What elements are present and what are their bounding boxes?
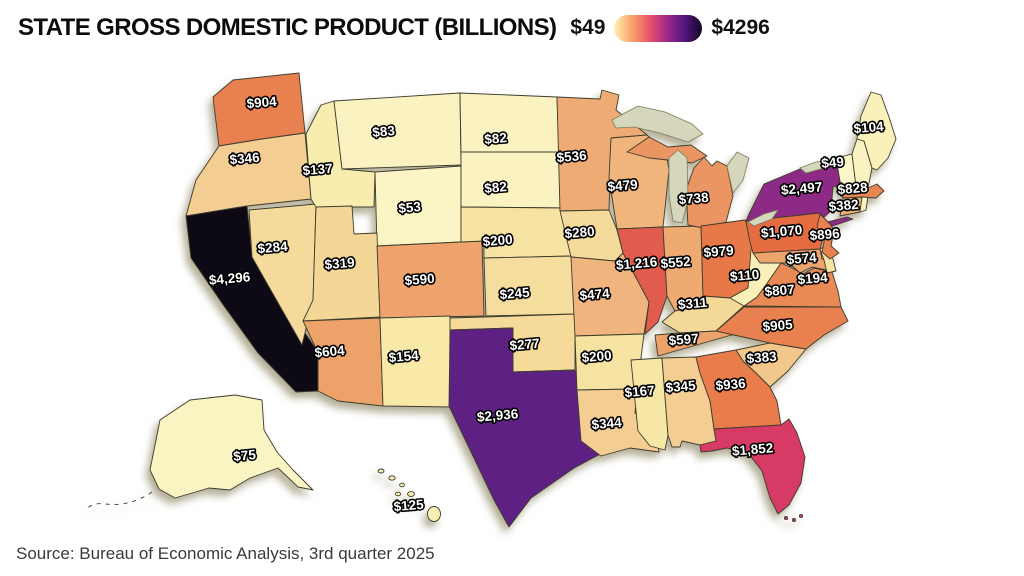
value-label-wv: $110 xyxy=(729,267,759,284)
value-label-md: $574 xyxy=(786,250,818,268)
value-label-wi: $479 xyxy=(607,177,638,195)
header: STATE GROSS DOMESTIC PRODUCT (BILLIONS) … xyxy=(18,14,770,42)
state-or xyxy=(185,132,312,217)
state-ca xyxy=(185,205,319,393)
state-hi xyxy=(377,468,441,522)
legend-max-label: $4296 xyxy=(711,16,770,39)
value-label-az: $604 xyxy=(314,343,346,361)
state-nj xyxy=(816,213,840,260)
value-label-la: $344 xyxy=(591,415,623,433)
value-label-wa: $904 xyxy=(246,94,278,112)
value-label-nm: $154 xyxy=(388,348,420,366)
value-label-in: $552 xyxy=(660,254,691,272)
state-nd xyxy=(459,92,560,153)
value-label-al: $345 xyxy=(665,378,697,396)
value-label-mo: $474 xyxy=(579,286,611,304)
state-tx xyxy=(448,327,605,528)
value-label-or: $346 xyxy=(229,150,261,168)
states-layer xyxy=(85,72,897,528)
value-label-ia: $280 xyxy=(564,224,595,242)
state-me xyxy=(856,91,897,171)
value-label-oh: $979 xyxy=(703,243,734,261)
value-label-sc: $383 xyxy=(746,349,778,367)
state-ak xyxy=(149,394,314,499)
lake-erie xyxy=(747,209,779,227)
value-label-tn: $597 xyxy=(668,331,699,349)
value-label-ky: $311 xyxy=(677,295,708,313)
value-label-ut: $319 xyxy=(324,255,355,273)
value-label-ak: $75 xyxy=(233,447,257,464)
alaska-aleutian-islands xyxy=(85,491,153,510)
state-md xyxy=(752,248,834,274)
value-label-de: $194 xyxy=(797,270,829,288)
value-label-ms: $167 xyxy=(624,383,655,401)
value-label-ma: $828 xyxy=(837,180,869,198)
value-label-il: $1,216 xyxy=(615,254,658,273)
value-label-va: $807 xyxy=(764,282,795,300)
state-mi xyxy=(626,136,734,229)
value-label-sd: $82 xyxy=(484,179,508,196)
value-label-ga: $936 xyxy=(715,376,747,394)
value-label-ok: $277 xyxy=(509,336,540,354)
color-legend: $49 $4296 xyxy=(570,14,770,42)
value-label-wy: $53 xyxy=(398,199,422,216)
value-label-ny: $2,497 xyxy=(780,179,822,198)
value-label-me: $104 xyxy=(853,119,885,137)
page-title: STATE GROSS DOMESTIC PRODUCT (BILLIONS) xyxy=(18,14,557,41)
value-label-ne: $200 xyxy=(482,232,513,250)
value-label-nj: $896 xyxy=(809,226,841,244)
value-label-nd: $82 xyxy=(484,130,508,147)
value-label-co: $590 xyxy=(404,271,435,289)
lake-superior xyxy=(611,105,704,143)
value-label-id: $137 xyxy=(302,161,333,179)
state-mt xyxy=(333,92,462,170)
value-label-nv: $284 xyxy=(257,239,289,257)
value-label-mi: $738 xyxy=(678,190,710,208)
legend-min-label: $49 xyxy=(570,16,606,39)
value-label-ks: $245 xyxy=(499,285,531,303)
lake-huron xyxy=(726,151,750,194)
value-label-ar: $200 xyxy=(581,348,612,366)
value-label-hi: $125 xyxy=(393,497,425,515)
state-nc xyxy=(715,306,849,350)
value-label-pa: $1,070 xyxy=(760,222,802,241)
value-label-vt: $49 xyxy=(821,154,845,171)
great-lakes xyxy=(611,105,829,227)
value-label-ct: $382 xyxy=(828,197,859,215)
state-co xyxy=(376,240,485,319)
value-label-nc: $905 xyxy=(762,317,794,335)
value-labels-layer: $904 $346 $4,296 $137 $284 $83 $53 $319 $604 $590… xyxy=(207,92,887,516)
lake-michigan xyxy=(668,149,689,224)
source-text: Source: Bureau of Economic Analysis, 3rd… xyxy=(16,544,435,563)
state-fl xyxy=(699,418,806,523)
value-label-mn: $536 xyxy=(556,148,588,166)
value-label-ca: $4,296 xyxy=(208,269,251,288)
lake-ontario xyxy=(799,159,829,174)
value-label-mt: $83 xyxy=(372,123,396,140)
value-label-fl: $1,852 xyxy=(731,440,773,459)
legend-gradient xyxy=(614,14,703,42)
value-label-tx: $2,936 xyxy=(476,406,519,425)
state-ks xyxy=(483,255,576,317)
state-sd xyxy=(460,151,567,209)
